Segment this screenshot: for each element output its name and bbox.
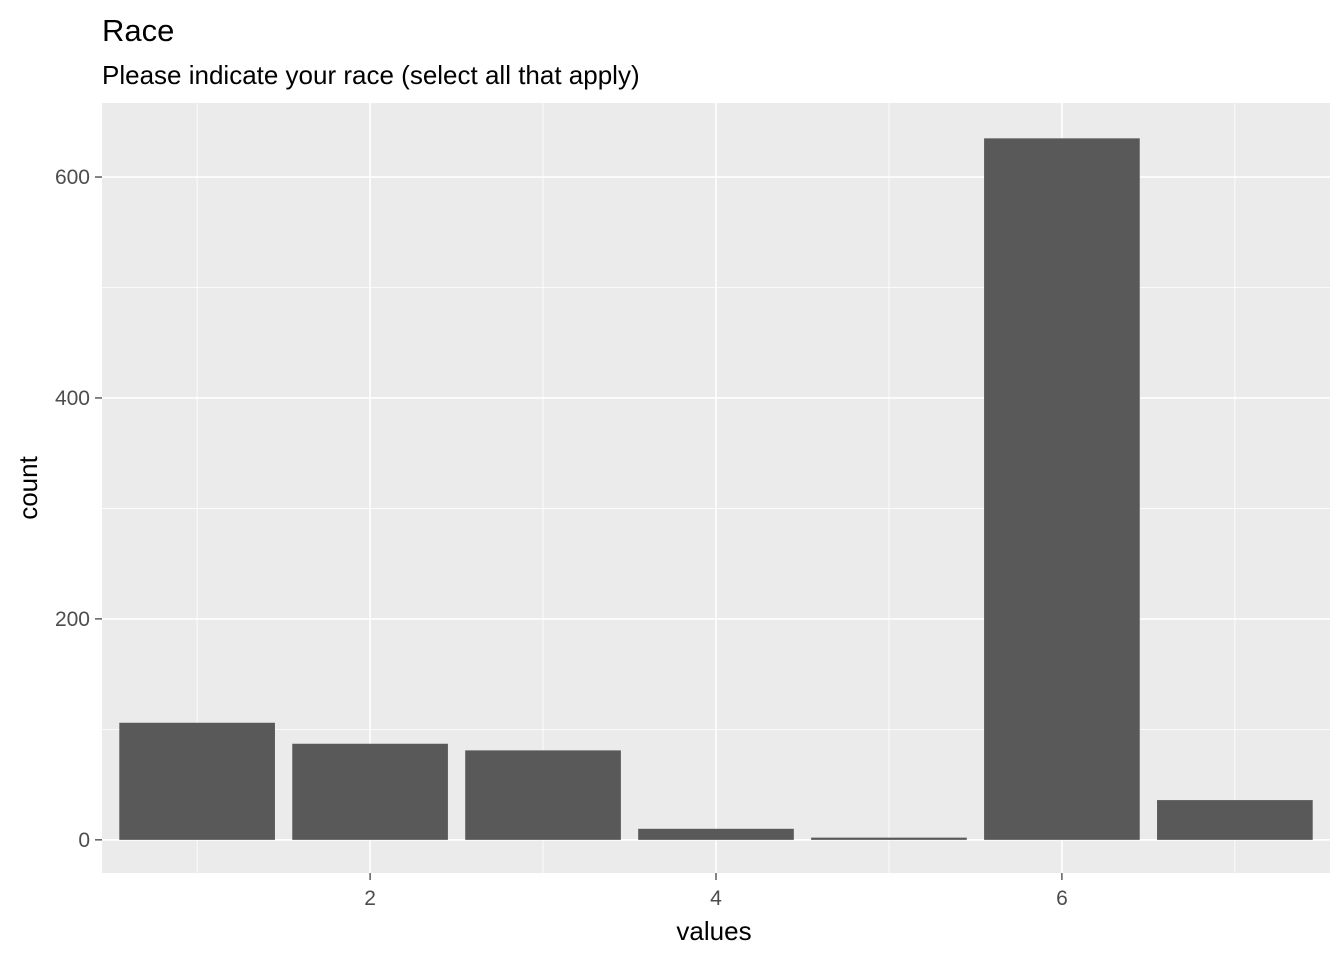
x-axis: 2 4 6 <box>364 873 1068 910</box>
bar-1 <box>119 722 275 840</box>
y-tick-label: 600 <box>55 166 90 189</box>
bar-5 <box>811 837 967 840</box>
y-tick-label: 200 <box>55 608 90 631</box>
chart-title: Race <box>102 13 174 48</box>
x-axis-title: values <box>676 916 751 946</box>
bar-6 <box>984 138 1140 840</box>
x-tick-label: 2 <box>364 887 376 910</box>
x-tick-label: 4 <box>710 887 722 910</box>
bar-7 <box>1157 800 1313 840</box>
y-tick-label: 400 <box>55 387 90 410</box>
chart-subtitle: Please indicate your race (select all th… <box>102 60 640 90</box>
y-axis: 0 200 400 600 <box>55 166 102 852</box>
y-tick-label: 0 <box>78 829 90 852</box>
y-axis-title: count <box>13 455 43 519</box>
bars <box>119 138 1313 840</box>
x-tick-label: 6 <box>1056 887 1068 910</box>
bar-2 <box>292 743 448 840</box>
bar-4 <box>638 828 794 840</box>
bar-3 <box>465 750 621 840</box>
